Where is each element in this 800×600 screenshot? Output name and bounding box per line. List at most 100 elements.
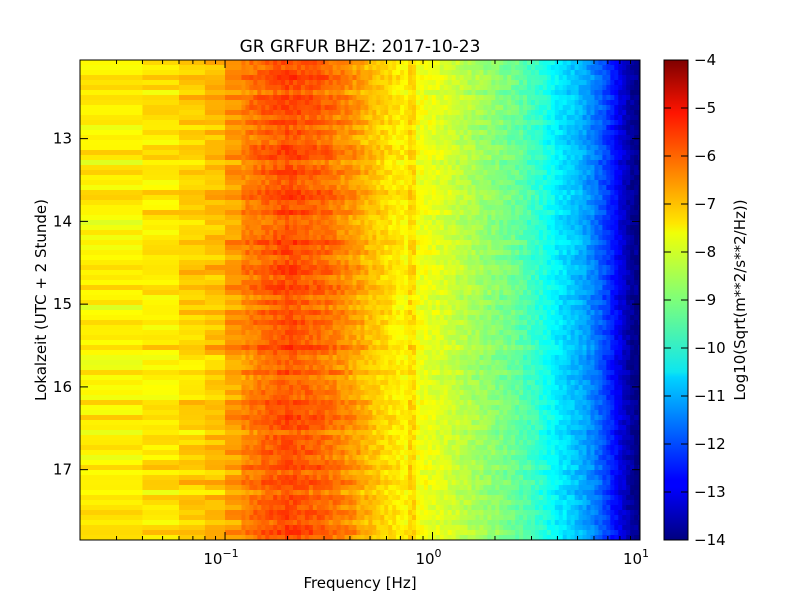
heatmap-cell <box>614 180 619 186</box>
heatmap-cell <box>392 130 397 136</box>
heatmap-cell <box>542 95 548 101</box>
heatmap-cell <box>546 225 552 231</box>
heatmap-cell <box>392 160 397 166</box>
heatmap-cell <box>396 95 401 101</box>
heatmap-cell <box>550 150 556 156</box>
heatmap-cell <box>507 265 512 271</box>
heatmap-cell <box>566 265 572 271</box>
heatmap-cell <box>360 230 366 236</box>
heatmap-cell <box>281 155 286 161</box>
heatmap-cell <box>253 290 258 296</box>
heatmap-cell <box>249 210 254 216</box>
heatmap-cell <box>241 170 247 176</box>
heatmap-cell <box>594 75 600 81</box>
heatmap-cell <box>316 255 322 261</box>
heatmap-cell <box>269 185 274 191</box>
heatmap-cell <box>562 220 568 226</box>
heatmap-cell <box>348 60 354 66</box>
heatmap-cell <box>626 155 631 161</box>
heatmap-cell <box>293 115 298 121</box>
heatmap-cell <box>277 220 282 226</box>
heatmap-cell <box>204 145 226 151</box>
heatmap-cell <box>578 290 584 296</box>
heatmap-cell <box>408 160 413 166</box>
heatmap-cell <box>558 135 564 141</box>
heatmap-cell <box>491 260 496 266</box>
heatmap-cell <box>550 230 556 236</box>
heatmap-cell <box>574 190 580 196</box>
heatmap-cell <box>566 200 572 206</box>
heatmap-cell <box>610 175 615 181</box>
heatmap-cell <box>388 60 393 66</box>
heatmap-cell <box>491 105 496 111</box>
heatmap-cell <box>598 70 603 76</box>
heatmap-cell <box>491 235 496 241</box>
heatmap-cell <box>400 285 405 291</box>
heatmap-cell <box>471 60 477 66</box>
heatmap-cell <box>538 285 544 291</box>
heatmap-cell <box>614 75 619 81</box>
heatmap-cell <box>443 85 449 91</box>
heatmap-cell <box>634 165 639 171</box>
heatmap-cell <box>261 250 266 256</box>
heatmap-cell <box>523 120 528 126</box>
heatmap-cell <box>495 145 500 151</box>
heatmap-cell <box>293 225 298 231</box>
heatmap-cell <box>392 125 397 131</box>
heatmap-cell <box>523 85 528 91</box>
heatmap-cell <box>312 70 318 76</box>
heatmap-cell <box>340 230 346 236</box>
heatmap-cell <box>602 205 607 211</box>
heatmap-cell <box>360 90 366 96</box>
heatmap-cell <box>602 95 607 101</box>
heatmap-cell <box>590 200 596 206</box>
heatmap-cell <box>487 105 492 111</box>
heatmap-cell <box>463 240 469 246</box>
heatmap-cell <box>479 160 485 166</box>
heatmap-cell <box>527 245 532 251</box>
heatmap-cell <box>626 85 631 91</box>
heatmap-cell <box>245 265 250 271</box>
heatmap-cell <box>249 240 254 246</box>
heatmap-cell <box>618 115 623 121</box>
heatmap-cell <box>602 220 607 226</box>
heatmap-cell <box>388 255 393 261</box>
heatmap-cell <box>531 200 536 206</box>
heatmap-cell <box>491 255 496 261</box>
heatmap-cell <box>451 165 457 171</box>
heatmap-cell <box>352 285 358 291</box>
heatmap-cell <box>225 120 243 126</box>
heatmap-cell <box>396 155 401 161</box>
heatmap-cell <box>316 130 322 136</box>
heatmap-cell <box>459 110 465 116</box>
heatmap-cell <box>511 235 516 241</box>
heatmap-cell <box>257 200 262 206</box>
heatmap-cell <box>241 270 247 276</box>
heatmap-cell <box>578 80 584 86</box>
heatmap-cell <box>336 235 342 241</box>
heatmap-cell <box>225 130 243 136</box>
heatmap-cell <box>586 75 592 81</box>
heatmap-cell <box>368 185 373 191</box>
heatmap-cell <box>419 240 425 246</box>
heatmap-cell <box>257 65 262 71</box>
heatmap-cell <box>344 215 350 221</box>
heatmap-cell <box>527 280 532 286</box>
heatmap-cell <box>503 100 508 106</box>
heatmap-cell <box>179 115 206 121</box>
heatmap-cell <box>590 155 596 161</box>
heatmap-cell <box>558 245 564 251</box>
heatmap-cell <box>312 135 318 141</box>
heatmap-cell <box>404 100 409 106</box>
heatmap-cell <box>356 135 362 141</box>
heatmap-cell <box>396 275 401 281</box>
heatmap-cell <box>328 150 334 156</box>
heatmap-cell <box>392 85 397 91</box>
heatmap-cell <box>542 240 548 246</box>
heatmap-cell <box>344 270 350 276</box>
heatmap-cell <box>289 85 294 91</box>
heatmap-cell <box>368 230 373 236</box>
heatmap-cell <box>554 245 560 251</box>
heatmap-cell <box>574 125 580 131</box>
heatmap-cell <box>558 110 564 116</box>
